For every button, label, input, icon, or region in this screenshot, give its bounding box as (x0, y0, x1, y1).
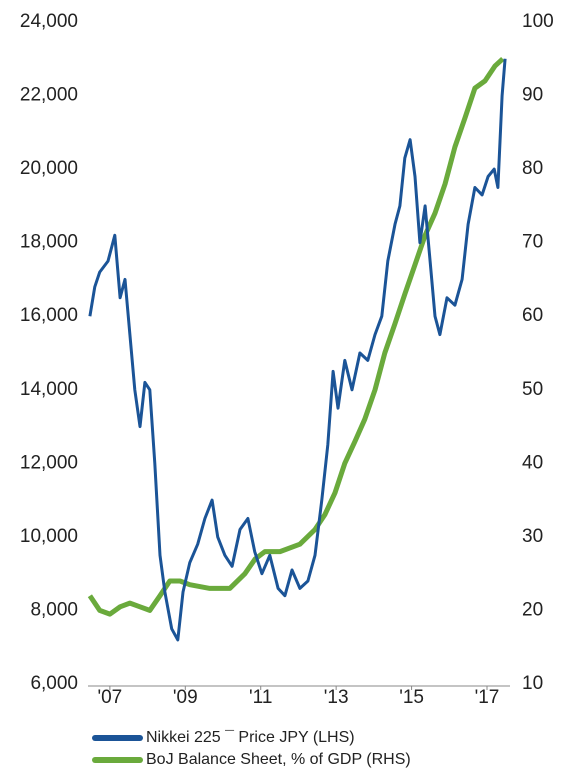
y2-tick-label: 100 (522, 11, 554, 32)
y2-tick-label: 60 (522, 305, 543, 326)
x-tick-label: '17 (475, 687, 500, 708)
x-tick-label: '09 (173, 687, 198, 708)
y2-tick-label: 70 (522, 232, 543, 253)
y2-tick-label: 10 (522, 673, 543, 694)
y-tick-label: 22,000 (20, 85, 78, 106)
y-tick-label: 16,000 (20, 305, 78, 326)
x-tick-label: '13 (324, 687, 349, 708)
x-tick-label: '11 (249, 687, 272, 708)
line-series (87, 56, 505, 617)
line-series (88, 58, 507, 642)
x-tick-label: '15 (399, 687, 424, 708)
y2-tick-label: 20 (522, 599, 543, 620)
y2-tick-label: 90 (522, 85, 543, 106)
y-tick-label: 10,000 (20, 526, 78, 547)
y-tick-label: 14,000 (20, 379, 78, 400)
legend-label: BoJ Balance Sheet, % of GDP (RHS) (146, 751, 411, 768)
y-tick-label: 8,000 (30, 599, 78, 620)
y2-tick-label: 30 (522, 526, 543, 547)
y-tick-label: 12,000 (20, 452, 78, 473)
y-tick-label: 18,000 (20, 232, 78, 253)
y-tick-label: 6,000 (30, 673, 78, 694)
y2-tick-label: 40 (522, 452, 543, 473)
legend-label: Nikkei 225 ¯ Price JPY (LHS) (146, 729, 355, 746)
y2-tick-label: 50 (522, 379, 543, 400)
y-tick-label: 20,000 (20, 158, 78, 179)
x-tick-label: '07 (97, 687, 122, 708)
y-tick-label: 24,000 (20, 11, 78, 32)
y2-tick-label: 80 (522, 158, 543, 179)
